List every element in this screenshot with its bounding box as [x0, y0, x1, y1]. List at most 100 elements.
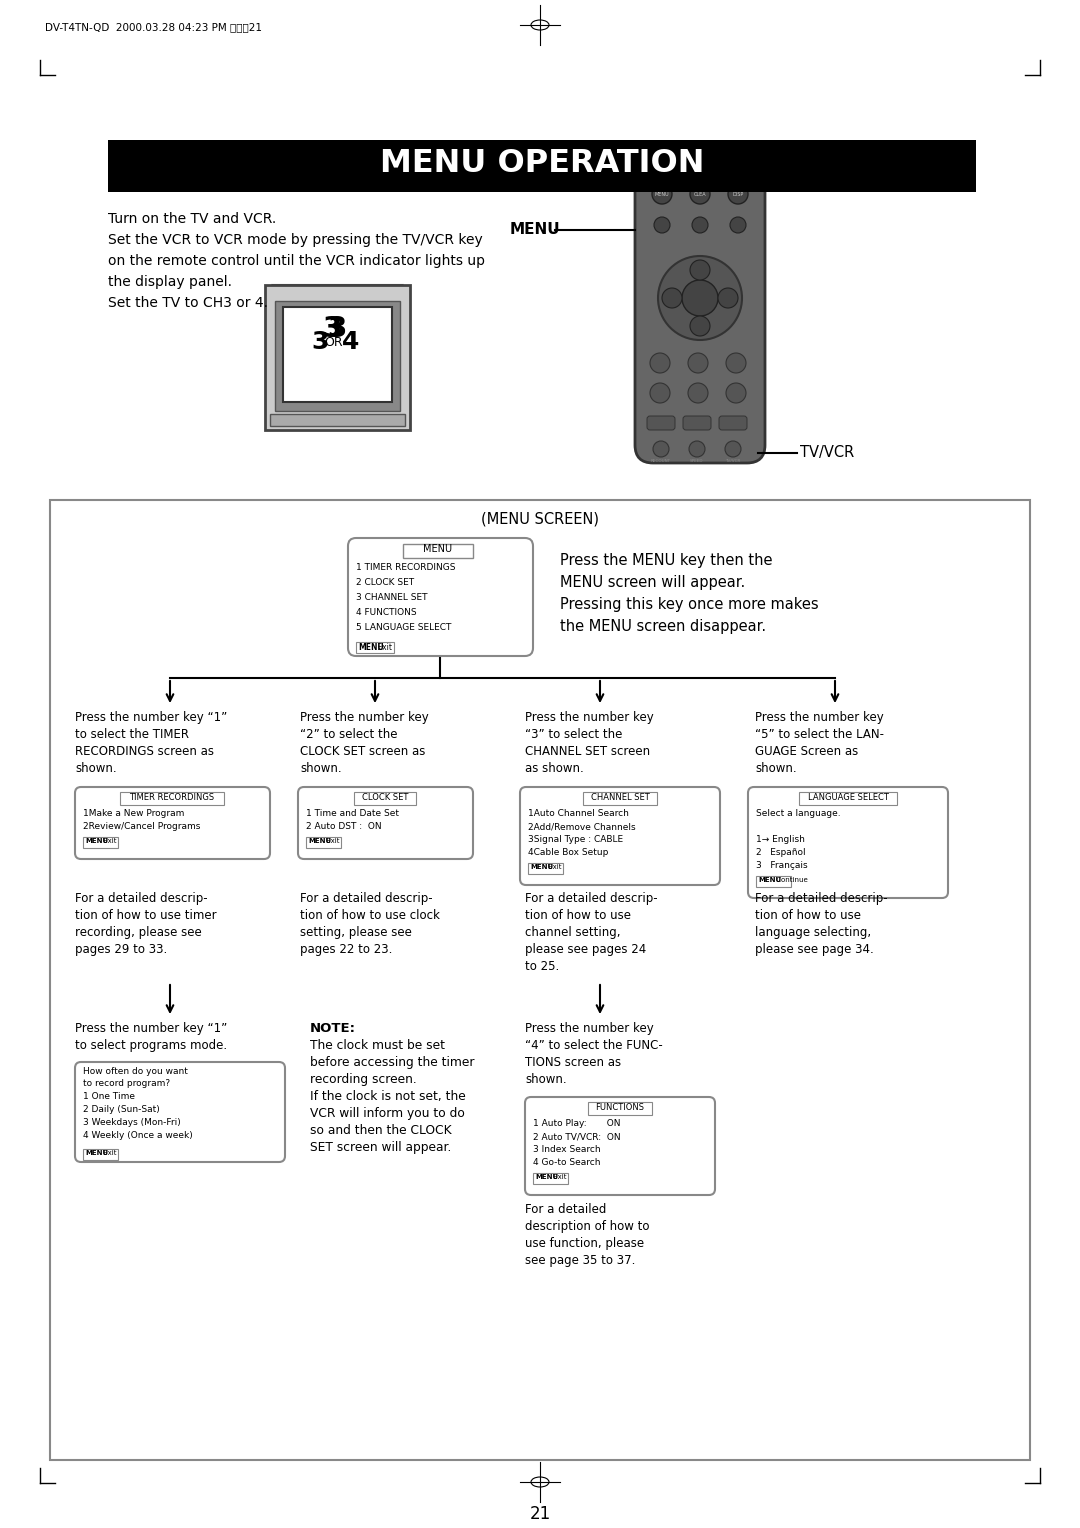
Text: Continue: Continue: [774, 877, 808, 883]
Text: before accessing the timer: before accessing the timer: [310, 1056, 474, 1070]
Text: 2 CLOCK SET: 2 CLOCK SET: [356, 578, 414, 587]
Text: MENU: MENU: [530, 863, 553, 869]
Text: “4” to select the FUNC-: “4” to select the FUNC-: [525, 1039, 663, 1051]
Circle shape: [662, 287, 681, 309]
Text: Exit: Exit: [102, 837, 117, 843]
FancyBboxPatch shape: [348, 538, 534, 656]
Text: Select a language.: Select a language.: [756, 808, 840, 817]
Text: 4 Go-to Search: 4 Go-to Search: [534, 1158, 600, 1167]
FancyBboxPatch shape: [75, 787, 270, 859]
Text: Exit: Exit: [551, 1174, 567, 1180]
Text: to select programs mode.: to select programs mode.: [75, 1039, 227, 1051]
Text: 2 Daily (Sun-Sat): 2 Daily (Sun-Sat): [83, 1105, 160, 1114]
Circle shape: [726, 353, 746, 373]
FancyBboxPatch shape: [298, 787, 473, 859]
Circle shape: [688, 353, 708, 373]
Text: 2Add/Remove Channels: 2Add/Remove Channels: [528, 822, 636, 831]
Bar: [83, 1149, 118, 1160]
Circle shape: [654, 217, 670, 232]
Circle shape: [650, 384, 670, 403]
Bar: [283, 307, 392, 402]
Text: (MENU SCREEN): (MENU SCREEN): [481, 512, 599, 527]
Text: 2Review/Cancel Programs: 2Review/Cancel Programs: [83, 822, 201, 831]
Text: MENU: MENU: [654, 191, 670, 197]
Text: please see page 34.: please see page 34.: [755, 943, 874, 957]
Text: 5 LANGUAGE SELECT: 5 LANGUAGE SELECT: [356, 623, 451, 633]
Text: 21: 21: [529, 1505, 551, 1523]
Text: please see pages 24: please see pages 24: [525, 943, 646, 957]
Text: to record program?: to record program?: [83, 1079, 171, 1088]
Text: tion of how to use: tion of how to use: [755, 909, 861, 921]
Bar: [588, 1102, 652, 1115]
Text: CLOCK SET screen as: CLOCK SET screen as: [300, 746, 426, 758]
Circle shape: [688, 384, 708, 403]
FancyBboxPatch shape: [647, 416, 675, 429]
Text: recording screen.: recording screen.: [310, 1073, 417, 1086]
Bar: [528, 863, 563, 874]
Text: OR: OR: [325, 336, 343, 348]
Text: MENU OPERATION: MENU OPERATION: [380, 148, 704, 179]
Circle shape: [690, 183, 710, 205]
Text: 1 Time and Date Set: 1 Time and Date Set: [306, 808, 399, 817]
Text: 1Make a New Program: 1Make a New Program: [83, 808, 185, 817]
Circle shape: [690, 260, 710, 280]
Text: Exit: Exit: [102, 1151, 117, 1157]
Bar: [120, 792, 224, 805]
Bar: [403, 544, 473, 558]
Text: tion of how to use clock: tion of how to use clock: [300, 909, 440, 921]
Text: For a detailed: For a detailed: [525, 1203, 606, 1216]
Circle shape: [730, 217, 746, 232]
Bar: [265, 286, 410, 429]
Text: shown.: shown.: [755, 762, 797, 775]
Text: MENU: MENU: [423, 544, 453, 555]
Text: Pressing this key once more makes: Pressing this key once more makes: [561, 597, 819, 613]
Text: shown.: shown.: [525, 1073, 567, 1086]
Text: Press the number key “1”: Press the number key “1”: [75, 711, 227, 724]
Text: “3” to select the: “3” to select the: [525, 727, 622, 741]
Bar: [756, 876, 791, 886]
FancyBboxPatch shape: [75, 1062, 285, 1161]
Circle shape: [650, 353, 670, 373]
Text: For a detailed descrip-: For a detailed descrip-: [300, 892, 433, 905]
Text: NOTE:: NOTE:: [310, 1022, 356, 1034]
Text: “2” to select the: “2” to select the: [300, 727, 397, 741]
Text: 3 CHANNEL SET: 3 CHANNEL SET: [356, 593, 428, 602]
Text: description of how to: description of how to: [525, 1219, 649, 1233]
Circle shape: [725, 442, 741, 457]
Text: DISP: DISP: [732, 191, 744, 197]
Circle shape: [726, 384, 746, 403]
Text: 2 Auto DST :  ON: 2 Auto DST : ON: [306, 822, 381, 831]
Text: Press the number key: Press the number key: [525, 711, 653, 724]
Text: 2 Auto TV/VCR:  ON: 2 Auto TV/VCR: ON: [534, 1132, 621, 1141]
Text: Exit: Exit: [375, 643, 392, 652]
Text: MENU: MENU: [85, 1151, 108, 1157]
Bar: [534, 1174, 568, 1184]
Text: 1Auto Channel Search: 1Auto Channel Search: [528, 808, 629, 817]
Bar: [270, 414, 405, 426]
Bar: [83, 837, 118, 848]
Text: 3: 3: [327, 315, 347, 342]
Text: shown.: shown.: [75, 762, 117, 775]
Text: pages 29 to 33.: pages 29 to 33.: [75, 943, 167, 957]
Text: 3 Index Search: 3 Index Search: [534, 1144, 600, 1154]
Text: CHANNEL SET screen: CHANNEL SET screen: [525, 746, 650, 758]
Text: For a detailed descrip-: For a detailed descrip-: [525, 892, 658, 905]
Text: The clock must be set: The clock must be set: [310, 1039, 445, 1051]
Text: to 25.: to 25.: [525, 960, 559, 973]
Text: on the remote control until the VCR indicator lights up: on the remote control until the VCR indi…: [108, 254, 485, 267]
Text: pages 22 to 23.: pages 22 to 23.: [300, 943, 392, 957]
Text: MENU: MENU: [85, 837, 108, 843]
Text: CHANNEL SET: CHANNEL SET: [591, 793, 649, 802]
Text: If the clock is not set, the: If the clock is not set, the: [310, 1089, 465, 1103]
Text: the MENU screen disappear.: the MENU screen disappear.: [561, 619, 766, 634]
FancyBboxPatch shape: [519, 787, 720, 885]
Circle shape: [690, 316, 710, 336]
Bar: [583, 792, 657, 805]
Text: GUAGE Screen as: GUAGE Screen as: [755, 746, 859, 758]
Text: MENU screen will appear.: MENU screen will appear.: [561, 575, 745, 590]
Text: tion of how to use: tion of how to use: [525, 909, 631, 921]
Text: see page 35 to 37.: see page 35 to 37.: [525, 1254, 635, 1267]
Text: TIMER RECORDINGS: TIMER RECORDINGS: [130, 793, 215, 802]
FancyBboxPatch shape: [748, 787, 948, 898]
Text: DV-T4TN-QD  2000.03.28 04:23 PM 페이직21: DV-T4TN-QD 2000.03.28 04:23 PM 페이직21: [45, 21, 262, 32]
